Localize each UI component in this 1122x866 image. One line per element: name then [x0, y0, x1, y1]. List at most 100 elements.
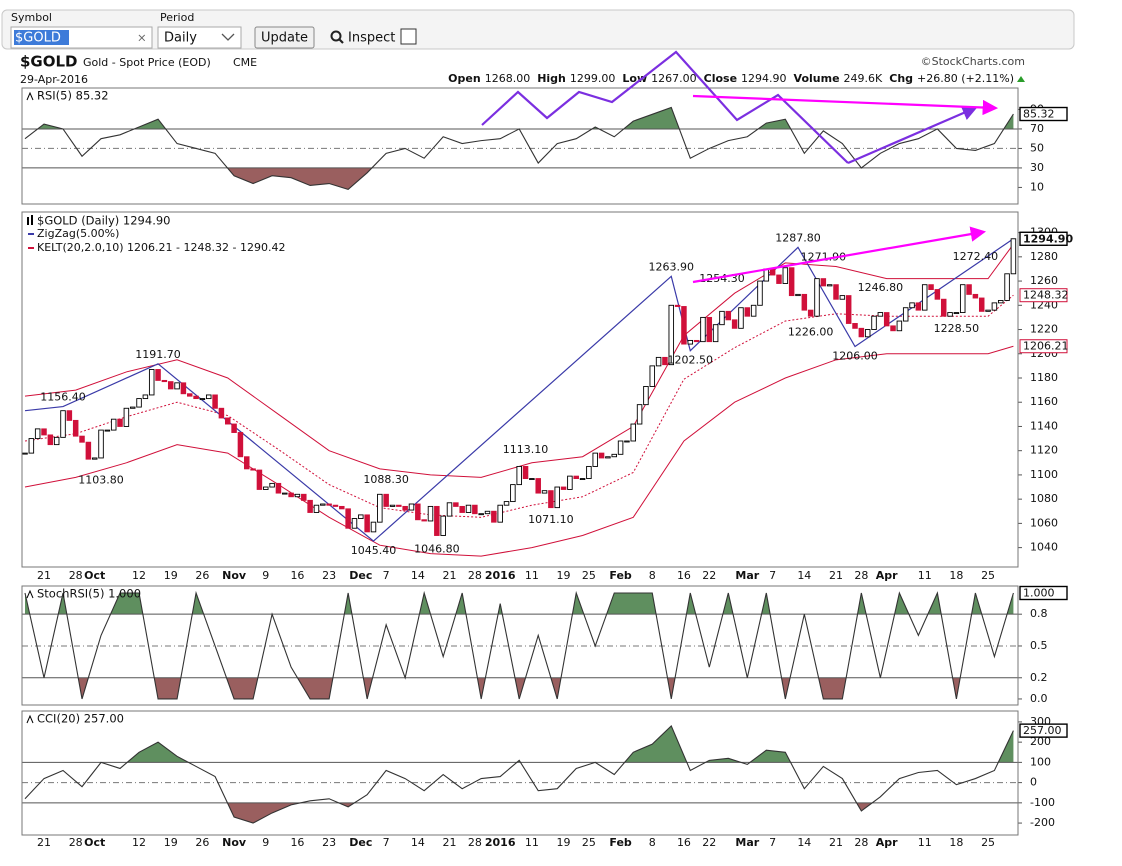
indicator-line	[24, 590, 1014, 700]
drawn-trend-arrow	[847, 105, 978, 165]
current-value-label: 257.00	[1023, 724, 1062, 737]
pivot-label: 1272.40	[953, 250, 999, 263]
candle	[408, 503, 415, 511]
y-tick-label: 10	[1030, 180, 1044, 193]
pivot-label: 1226.00	[788, 325, 834, 338]
candle	[28, 438, 35, 454]
x-tick-label: 25	[981, 836, 995, 849]
period-select[interactable]: Daily	[157, 26, 242, 49]
candle	[795, 293, 801, 297]
x-tick-label: 28	[854, 569, 868, 582]
candle	[864, 329, 871, 338]
candle	[313, 504, 320, 513]
y-tick-label: 1160	[1030, 395, 1058, 408]
candle	[205, 394, 212, 400]
inspect-toggle[interactable]: Inspect	[330, 28, 417, 46]
candle	[136, 398, 142, 408]
y-tick-label: 70	[1030, 122, 1044, 135]
candle	[902, 307, 909, 322]
overbought-fill	[25, 725, 1014, 763]
candle	[921, 284, 928, 311]
x-tick-label: 18	[949, 569, 963, 582]
candle	[991, 302, 998, 311]
current-value-label: 1294.90	[1023, 232, 1073, 245]
x-tick-label: 28	[854, 836, 868, 849]
quote-value: 1294.90	[741, 72, 787, 85]
candle	[548, 490, 554, 509]
candle	[997, 299, 1004, 304]
x-tick-label: Oct	[84, 569, 105, 582]
candle	[909, 302, 915, 309]
x-tick-label: Dec	[349, 569, 372, 582]
y-tick-label: 1120	[1030, 444, 1058, 457]
x-tick-label: 11	[525, 569, 539, 582]
quote-name: High	[537, 72, 566, 85]
y-tick-label: 100	[1030, 755, 1051, 768]
panel-frame	[21, 585, 1019, 706]
x-tick-label: 21	[37, 836, 51, 849]
chart-exchange: CME	[233, 56, 257, 69]
candle	[947, 312, 953, 317]
candle	[503, 501, 510, 506]
candle	[877, 312, 884, 317]
x-tick-label: Feb	[609, 836, 632, 849]
clear-icon[interactable]: ×	[137, 31, 147, 45]
symbol-value: $GOLD	[15, 31, 61, 46]
x-tick-label: 16	[290, 569, 304, 582]
candle	[896, 320, 903, 332]
candle	[940, 298, 947, 317]
x-tick-label: 19	[164, 569, 178, 582]
candle	[282, 492, 288, 495]
x-tick-label: 8	[649, 569, 656, 582]
candle	[776, 274, 782, 284]
candle	[985, 309, 991, 312]
update-button[interactable]: Update	[254, 26, 315, 49]
candle	[332, 504, 339, 507]
current-value-box	[1019, 339, 1068, 354]
candle	[510, 484, 516, 503]
candle	[351, 518, 358, 529]
panel-frame	[21, 211, 1019, 568]
chg-up-arrow	[1017, 76, 1025, 82]
chart-name: Gold - Spot Price (EOD)	[83, 56, 211, 69]
candle	[370, 521, 377, 533]
x-tick-label: Mar	[735, 569, 759, 582]
legend: KELT(20,2.0,10) 1206.21 - 1248.32 - 1290…	[37, 241, 285, 254]
candle	[611, 453, 617, 458]
quote-value: 1299.00	[570, 72, 616, 85]
candle	[478, 513, 484, 516]
y-tick-label: 1220	[1030, 323, 1058, 336]
x-tick-label: 16	[677, 836, 691, 849]
candle	[586, 465, 592, 480]
candle	[459, 505, 465, 513]
candle	[225, 417, 231, 425]
candle	[85, 441, 92, 460]
y-tick-label: 1100	[1030, 468, 1058, 481]
pivot-label: 1156.40	[40, 391, 86, 404]
candle	[142, 394, 149, 400]
candle	[598, 452, 605, 459]
drawn-zigzag	[481, 50, 849, 164]
candle	[738, 307, 744, 329]
candle	[630, 423, 637, 442]
candle	[377, 493, 383, 523]
legend-icon	[26, 714, 34, 724]
x-tick-label: 22	[702, 836, 716, 849]
x-tick-label: Apr	[876, 836, 898, 849]
toolbar: Symbol $GOLD × Period Daily Update Inspe…	[1, 9, 1075, 50]
overbought-fill	[25, 592, 1014, 615]
candle	[66, 410, 73, 421]
symbol-input[interactable]: $GOLD ×	[10, 26, 153, 49]
x-tick-label: 14	[411, 836, 425, 849]
candle	[250, 468, 256, 471]
candle	[345, 508, 351, 529]
y-tick-label: 1180	[1030, 371, 1058, 384]
x-tick-label: 16	[677, 569, 691, 582]
quote-value: 249.6K	[844, 72, 883, 85]
x-tick-label: 23	[322, 836, 336, 849]
candle	[516, 465, 522, 486]
pivot-label: 1263.90	[649, 260, 695, 273]
candle	[72, 419, 79, 437]
y-tick-label: 0.5	[1030, 639, 1048, 652]
